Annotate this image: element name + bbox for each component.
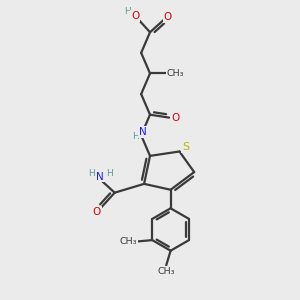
- Text: H: H: [132, 132, 139, 141]
- Text: H: H: [124, 7, 131, 16]
- Text: O: O: [131, 11, 140, 21]
- Text: CH₃: CH₃: [120, 237, 137, 246]
- Text: H: H: [88, 169, 94, 178]
- Text: N: N: [139, 127, 146, 137]
- Text: O: O: [171, 112, 179, 123]
- Text: N: N: [96, 172, 104, 182]
- Text: H: H: [106, 169, 113, 178]
- Text: CH₃: CH₃: [158, 267, 175, 276]
- Text: S: S: [182, 142, 189, 152]
- Text: O: O: [164, 13, 172, 22]
- Text: O: O: [93, 207, 101, 217]
- Text: CH₃: CH₃: [166, 69, 184, 78]
